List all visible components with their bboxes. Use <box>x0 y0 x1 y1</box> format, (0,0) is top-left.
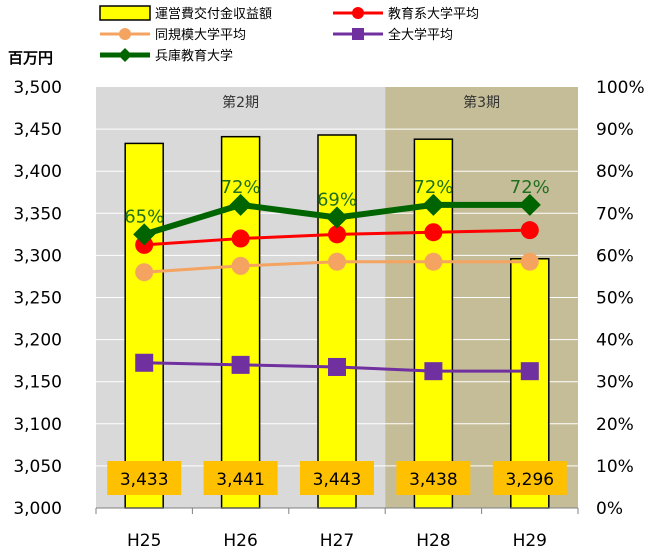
bars <box>124 134 550 509</box>
left-tick-label: 3,000 <box>13 499 62 519</box>
series-point <box>229 193 252 216</box>
right-tick-label: 30% <box>596 373 634 393</box>
value-box <box>107 461 182 495</box>
legend-label: 兵庫教育大学 <box>155 48 233 64</box>
series-point <box>326 206 348 229</box>
bar <box>317 134 357 509</box>
bar-value-label: 3,438 <box>409 470 458 490</box>
left-tick-label: 3,400 <box>13 162 62 182</box>
legend-label: 教育系大学平均 <box>388 6 479 22</box>
legend-swatch <box>99 5 151 21</box>
left-axis-ticks: 3,000 3,050 3,100 3,150 3,200 3,250 3,300 3,350… <box>13 78 62 519</box>
series-point <box>520 362 539 381</box>
data-label: 72% <box>413 177 453 198</box>
series-point <box>328 252 346 271</box>
x-axis-ticks: H25 H26 H27 H28 H29 <box>127 531 547 551</box>
right-tick-label: 50% <box>596 289 634 309</box>
right-axis-ticks: 0% 10% 20% 30% 40% 50% 60% 70% 80% 90% 100% <box>596 78 645 519</box>
series-point <box>422 193 445 216</box>
series-point <box>424 252 443 271</box>
left-tick-label: 3,100 <box>13 415 62 435</box>
left-tick-label: 3,250 <box>13 289 62 309</box>
legend-marker <box>352 28 364 40</box>
lines <box>133 193 541 381</box>
data-label: 65% <box>124 206 164 227</box>
value-boxes: 3,433 3,441 3,443 3,438 3,296 <box>107 461 567 495</box>
right-tick-label: 20% <box>596 415 634 435</box>
right-tick-label: 80% <box>596 162 634 182</box>
left-axis-unit-label: 百万円 <box>8 49 53 67</box>
right-tick-label: 70% <box>596 204 634 224</box>
bar-value-label: 3,443 <box>313 470 362 490</box>
series-point <box>328 225 346 244</box>
series-point <box>231 256 250 275</box>
data-label: 72% <box>221 177 261 198</box>
axes <box>95 507 579 514</box>
series-point <box>135 263 154 282</box>
right-tick-label: 90% <box>596 120 634 140</box>
x-tick-label: H27 <box>320 531 354 551</box>
series-point <box>520 252 539 271</box>
legend-marker <box>352 7 364 19</box>
period-labels: 第2期 第3期 <box>222 94 500 111</box>
right-tick-label: 100% <box>596 78 645 98</box>
left-tick-label: 3,200 <box>13 331 62 351</box>
bar-value-label: 3,433 <box>120 470 169 490</box>
legend-label: 同規模大学平均 <box>155 27 246 43</box>
series-point <box>231 355 250 374</box>
data-label: 69% <box>317 190 357 211</box>
left-tick-label: 3,450 <box>13 120 62 140</box>
series-point <box>520 221 539 240</box>
right-tick-label: 0% <box>596 499 623 519</box>
legend-label: 運営費交付金収益額 <box>155 6 272 22</box>
left-tick-label: 3,050 <box>13 457 62 477</box>
right-tick-label: 60% <box>596 246 634 266</box>
left-tick-label: 3,150 <box>13 373 62 393</box>
series-point <box>231 229 250 248</box>
value-box <box>396 461 471 495</box>
legend-marker <box>118 48 132 62</box>
left-tick-label: 3,500 <box>13 78 62 98</box>
data-label: 72% <box>510 177 550 198</box>
series-point <box>518 193 541 216</box>
series-point <box>424 223 443 242</box>
legend-marker <box>119 28 131 40</box>
x-tick-label: H29 <box>513 531 547 551</box>
series-point <box>328 357 346 376</box>
period-label: 第3期 <box>463 94 500 111</box>
left-tick-label: 3,350 <box>13 204 62 224</box>
value-box <box>300 461 374 495</box>
right-tick-label: 40% <box>596 331 634 351</box>
x-tick-label: H28 <box>416 531 450 551</box>
bar-value-label: 3,441 <box>216 470 265 490</box>
left-tick-label: 3,300 <box>13 246 62 266</box>
value-box <box>203 461 278 495</box>
x-tick-label: H26 <box>223 531 257 551</box>
period-label: 第2期 <box>222 94 259 111</box>
bar <box>124 142 164 509</box>
x-tick-label: H25 <box>127 531 161 551</box>
bar-value-label: 3,296 <box>505 470 554 490</box>
series-point <box>135 353 154 372</box>
series-point <box>424 362 443 381</box>
value-box <box>492 461 567 495</box>
right-tick-label: 10% <box>596 457 634 477</box>
pct-labels: 65% 72% 69% 72% 72% <box>124 177 550 227</box>
series-point <box>133 223 156 246</box>
legend-label: 全大学平均 <box>388 27 453 43</box>
